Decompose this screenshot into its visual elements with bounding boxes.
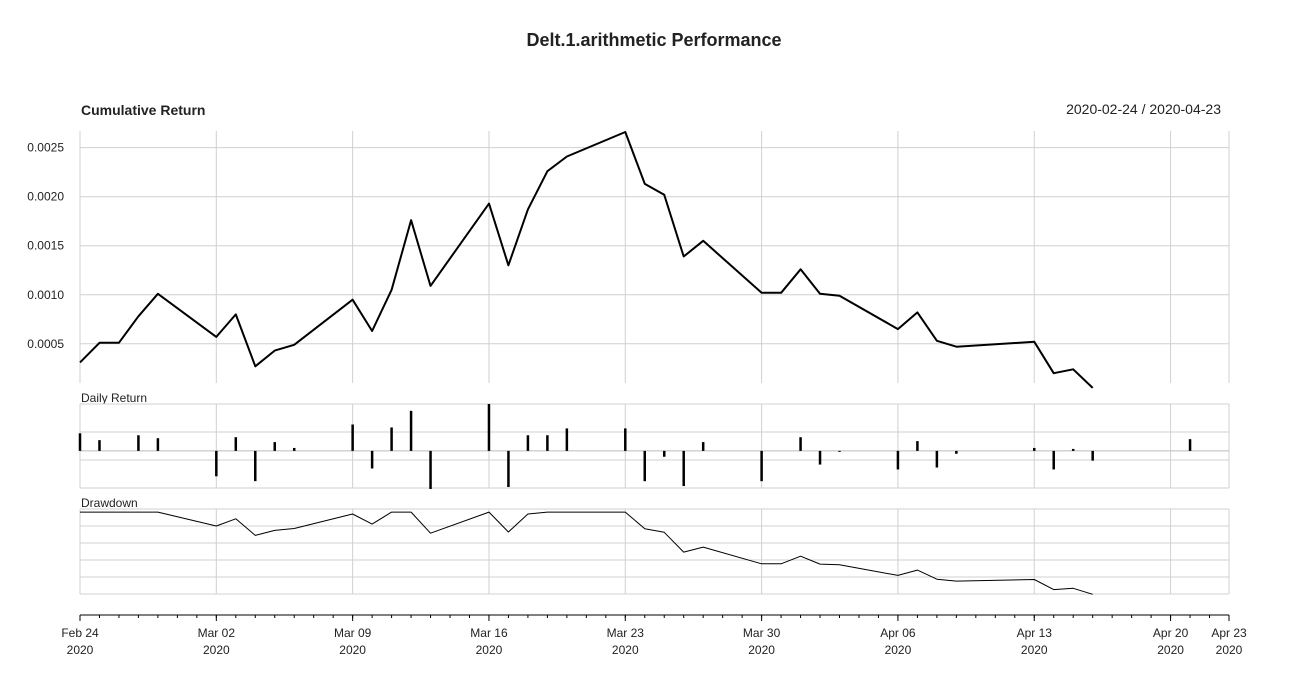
x-tick-label: Mar 02 [198, 626, 236, 640]
x-tick-year-label: 2020 [203, 643, 230, 657]
y-tick-label: 0.0010 [27, 288, 64, 302]
cumulative-series-line [79, 131, 1094, 389]
x-tick-year-label: 2020 [1021, 643, 1048, 657]
x-tick-label: Mar 16 [470, 626, 508, 640]
x-tick-label: Apr 13 [1017, 626, 1053, 640]
y-tick-label: 0.0005 [27, 337, 64, 351]
cumulative-return-title: Cumulative Return [81, 102, 205, 118]
x-tick-year-label: 2020 [1216, 643, 1243, 657]
x-tick-label: Apr 20 [1153, 626, 1189, 640]
y-tick-label: 0.0025 [27, 141, 64, 155]
date-range-label: 2020-02-24 / 2020-04-23 [1066, 101, 1221, 117]
y-tick-label: 0.0020 [27, 190, 64, 204]
x-tick-year-label: 2020 [67, 643, 94, 657]
x-tick-label: Mar 23 [607, 626, 645, 640]
x-tick-year-label: 2020 [885, 643, 912, 657]
x-tick-year-label: 2020 [748, 643, 775, 657]
y-tick-label: 0.0015 [27, 239, 64, 253]
plot-area: 0.0005 0.0010 0.0015 0.0020 0.0025 Feb 24 2020… [27, 131, 1247, 657]
chart-title: Delt.1.arithmetic Performance [526, 30, 781, 50]
x-tick-label: Apr 06 [880, 626, 916, 640]
x-tick-label: Apr 23 [1211, 626, 1247, 640]
x-tick-year-label: 2020 [1157, 643, 1184, 657]
x-tick-year-label: 2020 [612, 643, 639, 657]
x-tick-label: Feb 24 [61, 626, 99, 640]
drawdown-series-line [80, 511, 1093, 595]
drawdown-title: Drawdown [81, 496, 138, 510]
x-tick-label: Mar 30 [743, 626, 781, 640]
daily-return-title: Daily Return [81, 391, 147, 405]
x-tick-year-label: 2020 [339, 643, 366, 657]
x-tick-year-label: 2020 [476, 643, 503, 657]
x-tick-label: Mar 09 [334, 626, 372, 640]
